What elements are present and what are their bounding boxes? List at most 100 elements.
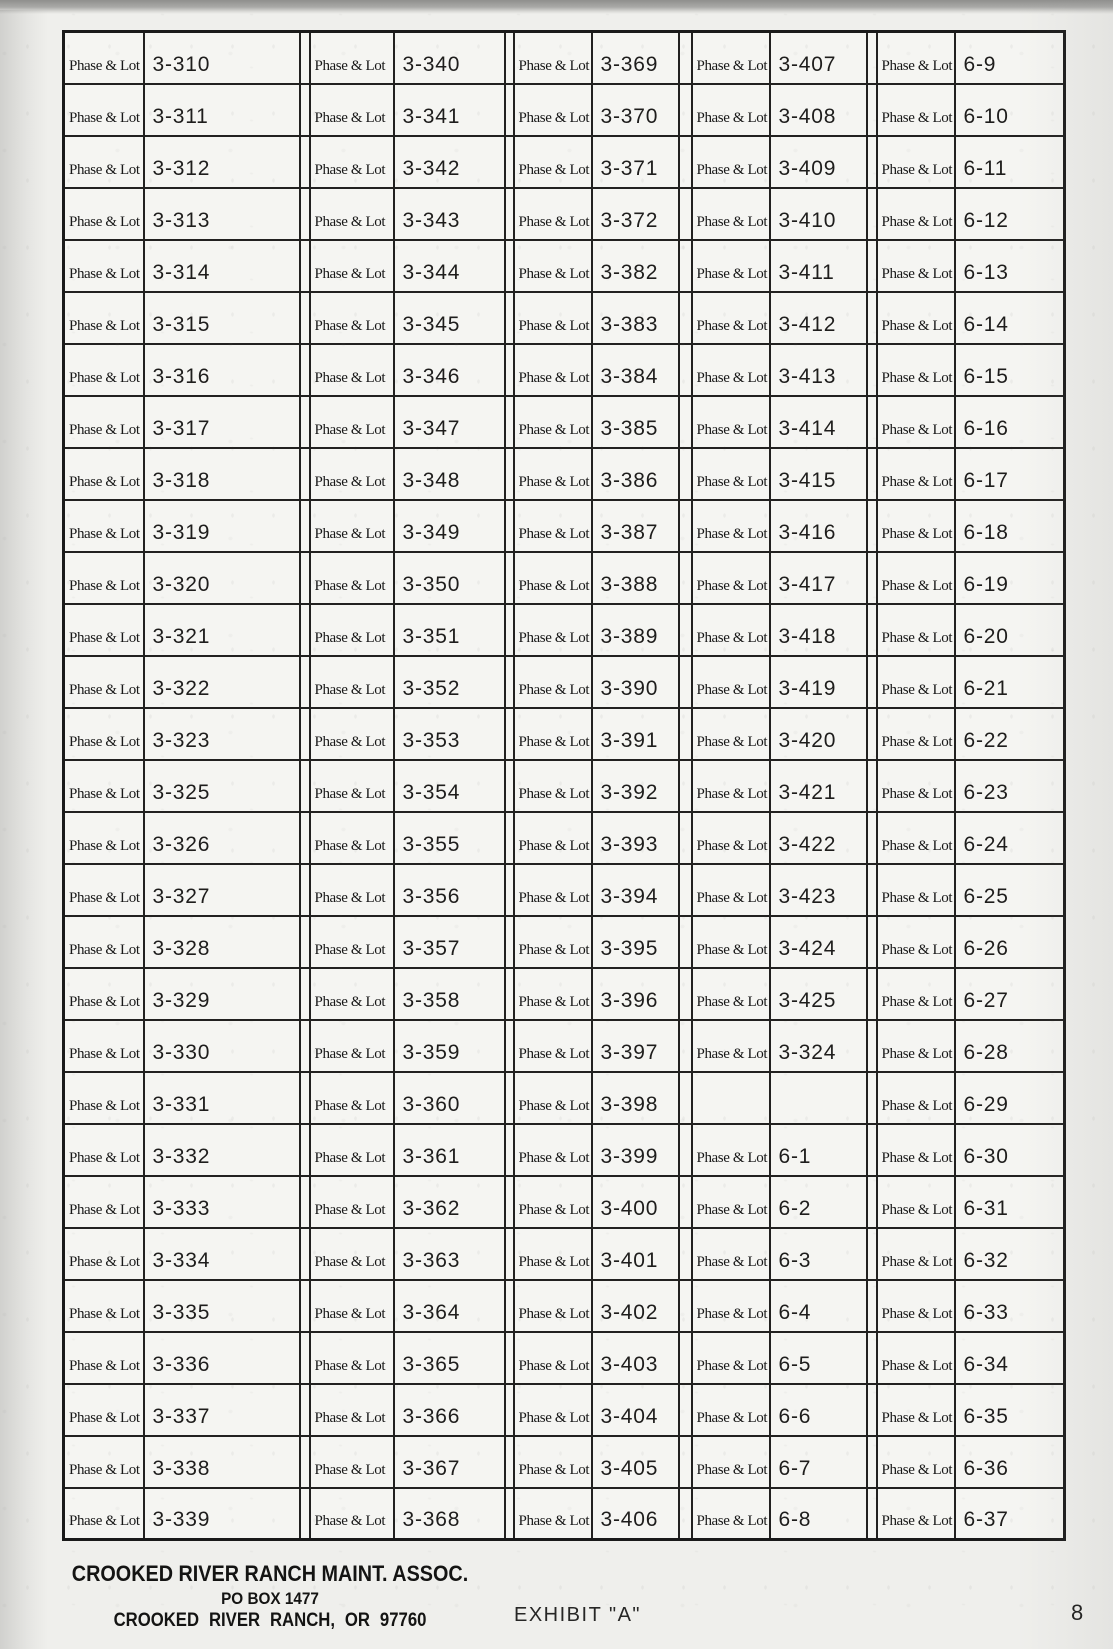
lot-value-cell: 3-385 bbox=[590, 394, 680, 449]
phase-lot-label-cell: Phase & Lot bbox=[62, 498, 145, 553]
phase-lot-label-cell: Phase & Lot bbox=[690, 342, 771, 397]
column-group-separator bbox=[298, 1018, 311, 1073]
phase-lot-label-cell: Phase & Lot bbox=[875, 1122, 956, 1177]
lot-value-cell: 3-401 bbox=[590, 1226, 680, 1281]
phase-lot-label-cell: Phase & Lot bbox=[875, 238, 956, 293]
scan-left-edge-shadow bbox=[0, 10, 48, 1649]
phase-lot-label-cell: Phase & Lot bbox=[875, 186, 956, 241]
lot-value-cell: 3-369 bbox=[590, 30, 680, 85]
phase-lot-label-cell: Phase & Lot bbox=[308, 1226, 395, 1281]
lot-value-cell: 6-18 bbox=[953, 498, 1066, 553]
lot-value-cell: 3-319 bbox=[142, 498, 301, 553]
lot-value-cell: 6-26 bbox=[953, 914, 1066, 969]
phase-lot-label-cell: Phase & Lot bbox=[308, 238, 395, 293]
phase-lot-label-cell: Phase & Lot bbox=[690, 30, 771, 85]
phase-lot-label-cell: Phase & Lot bbox=[512, 1330, 593, 1385]
column-group-separator bbox=[865, 1330, 878, 1385]
table-row: Phase & Lot 3-313 Phase & Lot 3-343 Phase & … bbox=[62, 186, 1066, 241]
column-group-separator bbox=[298, 1434, 311, 1489]
phase-lot-label-cell: Phase & Lot bbox=[690, 706, 771, 761]
column-group-separator bbox=[298, 758, 311, 813]
lot-value-cell: 6-25 bbox=[953, 862, 1066, 917]
lot-value-cell: 3-336 bbox=[142, 1330, 301, 1385]
phase-lot-label-cell: Phase & Lot bbox=[308, 1278, 395, 1333]
lot-value-cell: 3-415 bbox=[768, 446, 868, 501]
phase-lot-label-cell: Phase & Lot bbox=[875, 810, 956, 865]
lot-value-cell: 3-407 bbox=[768, 30, 868, 85]
lot-value-cell: 6-21 bbox=[953, 654, 1066, 709]
phase-lot-label-cell: Phase & Lot bbox=[512, 758, 593, 813]
lot-value-cell: 3-414 bbox=[768, 394, 868, 449]
phase-lot-label-cell: Phase & Lot bbox=[512, 290, 593, 345]
phase-lot-label-cell: Phase & Lot bbox=[62, 1486, 145, 1541]
phase-lot-label-cell: Phase & Lot bbox=[875, 602, 956, 657]
lot-value-cell: 3-311 bbox=[142, 82, 301, 137]
column-group-separator bbox=[298, 1174, 311, 1229]
lot-value-cell: 3-424 bbox=[768, 914, 868, 969]
phase-lot-label-cell: Phase & Lot bbox=[512, 30, 593, 85]
phase-lot-label-cell: Phase & Lot bbox=[62, 1122, 145, 1177]
phase-lot-label-cell: Phase & Lot bbox=[875, 446, 956, 501]
phase-lot-label-cell: Phase & Lot bbox=[308, 706, 395, 761]
lot-value-cell: 3-371 bbox=[590, 134, 680, 189]
lot-value-cell: 3-366 bbox=[392, 1382, 506, 1437]
lot-value-cell: 3-398 bbox=[590, 1070, 680, 1125]
table-row: Phase & Lot 3-320 Phase & Lot 3-350 Phase & … bbox=[62, 550, 1066, 605]
lot-value-cell: 6-7 bbox=[768, 1434, 868, 1489]
phase-lot-label-cell: Phase & Lot bbox=[690, 914, 771, 969]
phase-lot-label-cell: Phase & Lot bbox=[875, 290, 956, 345]
column-group-separator bbox=[677, 238, 693, 293]
lot-value-cell: 3-338 bbox=[142, 1434, 301, 1489]
phase-lot-label-cell: Phase & Lot bbox=[875, 1070, 956, 1125]
lot-value-cell: 3-382 bbox=[590, 238, 680, 293]
column-group-separator bbox=[298, 602, 311, 657]
column-group-separator bbox=[677, 30, 693, 85]
phase-lot-label-cell: Phase & Lot bbox=[62, 290, 145, 345]
phase-lot-label-cell: Phase & Lot bbox=[690, 186, 771, 241]
lot-value-cell: 3-332 bbox=[142, 1122, 301, 1177]
table-row: Phase & Lot 3-312 Phase & Lot 3-342 Phase & … bbox=[62, 134, 1066, 189]
column-group-separator bbox=[677, 550, 693, 605]
lot-value-cell: 3-343 bbox=[392, 186, 506, 241]
phase-lot-label-cell: Phase & Lot bbox=[308, 1122, 395, 1177]
column-group-separator bbox=[677, 290, 693, 345]
lot-value-cell: 3-320 bbox=[142, 550, 301, 605]
lot-value-cell: 3-419 bbox=[768, 654, 868, 709]
lot-value-cell: 3-341 bbox=[392, 82, 506, 137]
phase-lot-label-cell: Phase & Lot bbox=[62, 134, 145, 189]
lot-value-cell: 3-324 bbox=[768, 1018, 868, 1073]
lot-value-cell: 3-396 bbox=[590, 966, 680, 1021]
lot-value-cell: 3-323 bbox=[142, 706, 301, 761]
lot-value-cell: 6-6 bbox=[768, 1382, 868, 1437]
column-group-separator bbox=[503, 394, 515, 449]
lot-value-cell: 3-384 bbox=[590, 342, 680, 397]
lot-value-cell: 3-325 bbox=[142, 758, 301, 813]
column-group-separator bbox=[677, 1070, 693, 1125]
lot-value-cell: 3-356 bbox=[392, 862, 506, 917]
phase-lot-label-cell: Phase & Lot bbox=[62, 654, 145, 709]
column-group-separator bbox=[677, 966, 693, 1021]
lot-value-cell: 3-363 bbox=[392, 1226, 506, 1281]
column-group-separator bbox=[298, 186, 311, 241]
phase-lot-label-cell: Phase & Lot bbox=[308, 654, 395, 709]
phase-lot-label-cell: Phase & Lot bbox=[512, 394, 593, 449]
lot-value-cell: 3-340 bbox=[392, 30, 506, 85]
column-group-separator bbox=[677, 1018, 693, 1073]
column-group-separator bbox=[503, 82, 515, 137]
table-row: Phase & Lot 3-318 Phase & Lot 3-348 Phase & … bbox=[62, 446, 1066, 501]
phase-lot-label-cell: Phase & Lot bbox=[512, 602, 593, 657]
column-group-separator bbox=[865, 706, 878, 761]
phase-lot-label-cell: Phase & Lot bbox=[62, 1278, 145, 1333]
phase-lot-label-cell: Phase & Lot bbox=[308, 966, 395, 1021]
table-row: Phase & Lot 3-326 Phase & Lot 3-355 Phase & … bbox=[62, 810, 1066, 865]
phase-lot-table: Phase & Lot 3-310 Phase & Lot 3-340 Phase & … bbox=[62, 30, 1066, 1541]
lot-value-cell: 3-408 bbox=[768, 82, 868, 137]
table-row: Phase & Lot 3-311 Phase & Lot 3-341 Phase & … bbox=[62, 82, 1066, 137]
lot-value-cell: 6-13 bbox=[953, 238, 1066, 293]
phase-lot-label-cell: Phase & Lot bbox=[875, 1278, 956, 1333]
column-group-separator bbox=[503, 186, 515, 241]
column-group-separator bbox=[865, 1382, 878, 1437]
lot-value-cell: 3-410 bbox=[768, 186, 868, 241]
lot-value-cell: 6-33 bbox=[953, 1278, 1066, 1333]
column-group-separator bbox=[677, 1382, 693, 1437]
